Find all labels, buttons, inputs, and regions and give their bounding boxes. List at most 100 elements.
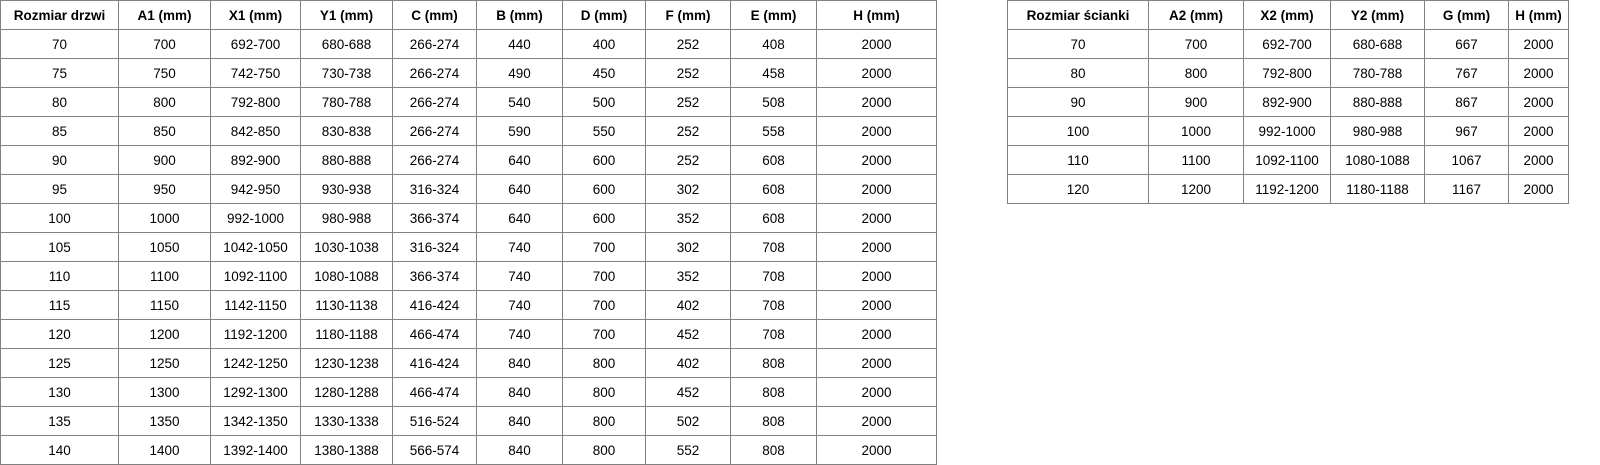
wall-size-cell: 80 bbox=[1007, 58, 1149, 88]
table-cell: 452 bbox=[645, 319, 731, 349]
table-cell: 416-424 bbox=[392, 290, 477, 320]
table-cell: 1042-1050 bbox=[210, 232, 301, 262]
table-cell: 508 bbox=[730, 87, 817, 117]
table-cell: 316-324 bbox=[392, 174, 477, 204]
table-cell: 700 bbox=[562, 232, 646, 262]
door-column-header: A1 (mm) bbox=[118, 0, 211, 30]
table-cell: 1392-1400 bbox=[210, 435, 301, 465]
table-cell: 608 bbox=[730, 174, 817, 204]
table-row: 70 700 692-700 680-688 667 2000 bbox=[1007, 29, 1569, 59]
table-cell: 830-838 bbox=[300, 116, 393, 146]
table-row: 100 1000 992-1000 980-988 366-374 640 600 352 60… bbox=[0, 203, 937, 233]
table-cell: 2000 bbox=[1508, 174, 1569, 204]
table-cell: 590 bbox=[476, 116, 563, 146]
table-cell: 266-274 bbox=[392, 145, 477, 175]
table-cell: 792-800 bbox=[1243, 58, 1331, 88]
table-cell: 1300 bbox=[118, 377, 211, 407]
door-size-cell: 70 bbox=[0, 29, 119, 59]
table-cell: 842-850 bbox=[210, 116, 301, 146]
table-cell: 566-574 bbox=[392, 435, 477, 465]
door-size-cell: 135 bbox=[0, 406, 119, 436]
table-cell: 402 bbox=[645, 290, 731, 320]
table-cell: 502 bbox=[645, 406, 731, 436]
table-cell: 708 bbox=[730, 261, 817, 291]
door-size-cell: 110 bbox=[0, 261, 119, 291]
door-size-cell: 120 bbox=[0, 319, 119, 349]
table-cell: 1380-1388 bbox=[300, 435, 393, 465]
table-cell: 800 bbox=[562, 406, 646, 436]
door-size-cell: 115 bbox=[0, 290, 119, 320]
door-column-header: F (mm) bbox=[645, 0, 731, 30]
table-cell: 740 bbox=[476, 232, 563, 262]
table-cell: 1080-1088 bbox=[300, 261, 393, 291]
wall-column-header: Rozmiar ścianki bbox=[1007, 0, 1149, 30]
table-cell: 767 bbox=[1424, 58, 1509, 88]
table-cell: 1200 bbox=[118, 319, 211, 349]
table-row: 110 1100 1092-1100 1080-1088 366-374 740 700 35… bbox=[0, 261, 937, 291]
table-row: 120 1200 1192-1200 1180-1188 466-474 740 700 45… bbox=[0, 319, 937, 349]
wall-size-cell: 90 bbox=[1007, 87, 1149, 117]
wall-size-cell: 100 bbox=[1007, 116, 1149, 146]
table-row: 85 850 842-850 830-838 266-274 590 550 252 558 20… bbox=[0, 116, 937, 146]
table-cell: 408 bbox=[730, 29, 817, 59]
table-cell: 1330-1338 bbox=[300, 406, 393, 436]
table-cell: 252 bbox=[645, 29, 731, 59]
table-cell: 252 bbox=[645, 145, 731, 175]
table-cell: 550 bbox=[562, 116, 646, 146]
table-cell: 608 bbox=[730, 203, 817, 233]
table-cell: 516-524 bbox=[392, 406, 477, 436]
wall-column-header: X2 (mm) bbox=[1243, 0, 1331, 30]
table-cell: 1150 bbox=[118, 290, 211, 320]
table-cell: 540 bbox=[476, 87, 563, 117]
table-cell: 266-274 bbox=[392, 29, 477, 59]
table-cell: 680-688 bbox=[1330, 29, 1425, 59]
table-cell: 466-474 bbox=[392, 319, 477, 349]
table-cell: 2000 bbox=[816, 435, 937, 465]
table-cell: 600 bbox=[562, 174, 646, 204]
table-cell: 640 bbox=[476, 203, 563, 233]
table-cell: 942-950 bbox=[210, 174, 301, 204]
door-size-cell: 100 bbox=[0, 203, 119, 233]
table-header-row: Rozmiar drzwi A1 (mm) X1 (mm) Y1 (mm) C (mm)… bbox=[0, 0, 937, 30]
door-column-header: B (mm) bbox=[476, 0, 563, 30]
table-cell: 1192-1200 bbox=[210, 319, 301, 349]
table-cell: 2000 bbox=[1508, 58, 1569, 88]
table-cell: 302 bbox=[645, 174, 731, 204]
door-column-header: H (mm) bbox=[816, 0, 937, 30]
table-cell: 780-788 bbox=[300, 87, 393, 117]
table-cell: 708 bbox=[730, 319, 817, 349]
table-cell: 1400 bbox=[118, 435, 211, 465]
table-cell: 2000 bbox=[816, 406, 937, 436]
table-cell: 1250 bbox=[118, 348, 211, 378]
table-cell: 780-788 bbox=[1330, 58, 1425, 88]
table-cell: 750 bbox=[118, 58, 211, 88]
table-cell: 302 bbox=[645, 232, 731, 262]
table-cell: 552 bbox=[645, 435, 731, 465]
door-column-header: Y1 (mm) bbox=[300, 0, 393, 30]
table-cell: 316-324 bbox=[392, 232, 477, 262]
table-cell: 252 bbox=[645, 116, 731, 146]
table-cell: 640 bbox=[476, 174, 563, 204]
door-size-cell: 140 bbox=[0, 435, 119, 465]
table-cell: 2000 bbox=[816, 377, 937, 407]
table-cell: 808 bbox=[730, 406, 817, 436]
table-cell: 730-738 bbox=[300, 58, 393, 88]
table-cell: 808 bbox=[730, 435, 817, 465]
table-cell: 740 bbox=[476, 290, 563, 320]
table-cell: 266-274 bbox=[392, 58, 477, 88]
table-cell: 900 bbox=[1148, 87, 1244, 117]
table-cell: 880-888 bbox=[1330, 87, 1425, 117]
table-cell: 1342-1350 bbox=[210, 406, 301, 436]
table-row: 120 1200 1192-1200 1180-1188 1167 2000 bbox=[1007, 174, 1569, 204]
table-cell: 2000 bbox=[816, 261, 937, 291]
table-cell: 1350 bbox=[118, 406, 211, 436]
table-cell: 840 bbox=[476, 377, 563, 407]
table-cell: 1180-1188 bbox=[1330, 174, 1425, 204]
table-cell: 708 bbox=[730, 290, 817, 320]
table-row: 115 1150 1142-1150 1130-1138 416-424 740 700 40… bbox=[0, 290, 937, 320]
table-cell: 880-888 bbox=[300, 145, 393, 175]
table-cell: 500 bbox=[562, 87, 646, 117]
table-cell: 1080-1088 bbox=[1330, 145, 1425, 175]
table-row: 70 700 692-700 680-688 266-274 440 400 252 408 20… bbox=[0, 29, 937, 59]
